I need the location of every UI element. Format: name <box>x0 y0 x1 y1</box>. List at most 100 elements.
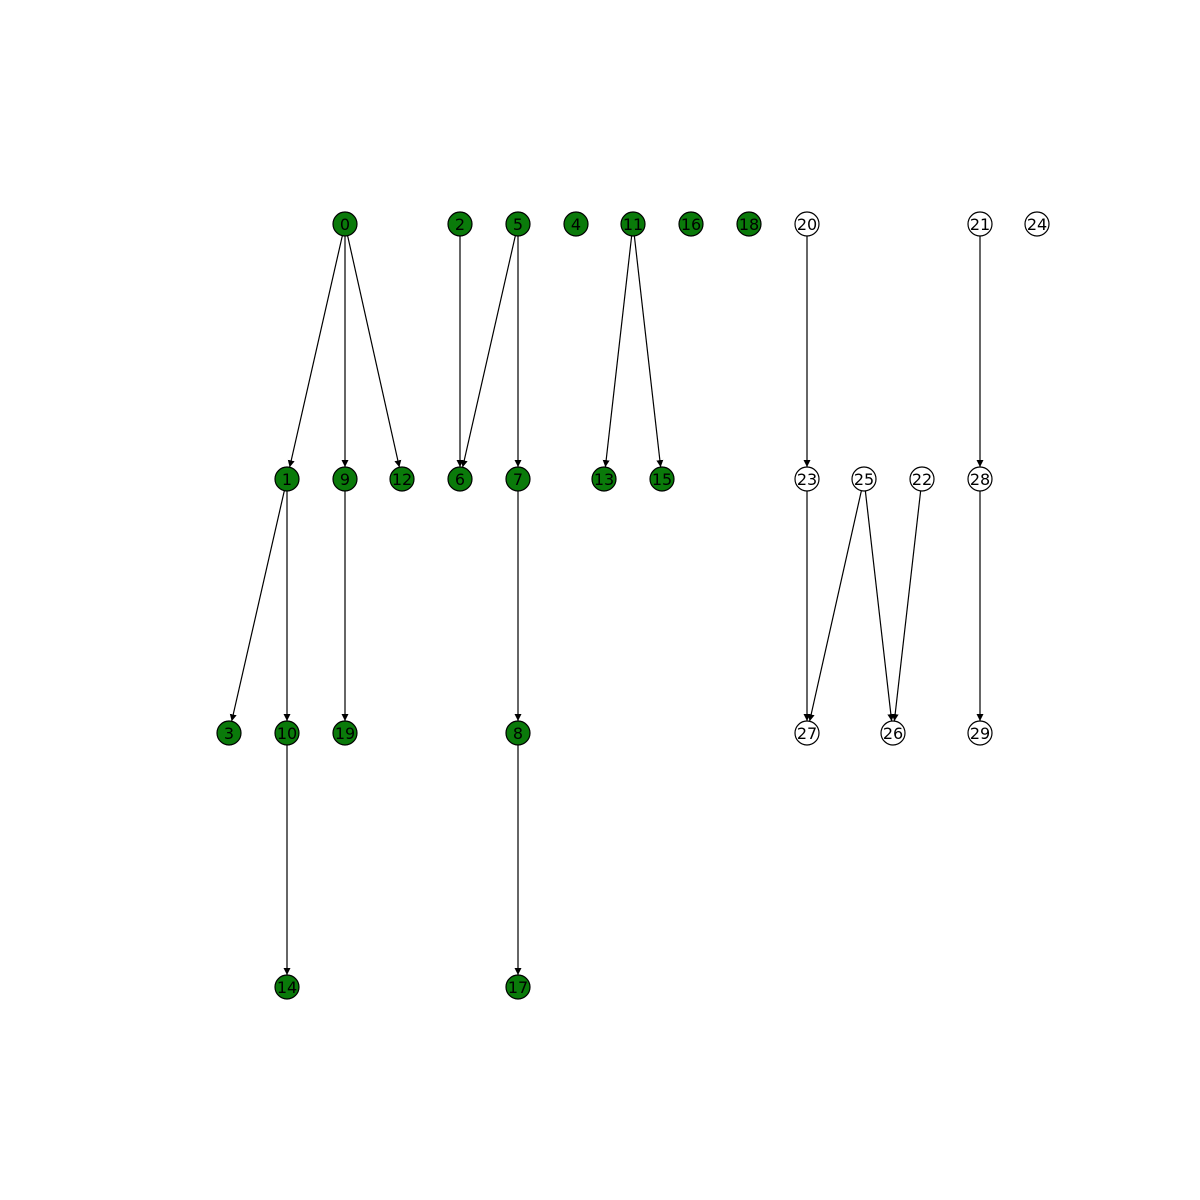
node-label-28: 28 <box>970 470 990 489</box>
node-circle-16 <box>678 211 704 237</box>
node-label-13: 13 <box>594 470 614 489</box>
node-label-0: 0 <box>340 215 350 234</box>
node-26: 26 <box>880 720 906 746</box>
node-11: 11 <box>620 211 646 237</box>
node-circle-11 <box>620 211 646 237</box>
node-label-23: 23 <box>797 470 817 489</box>
node-17: 17 <box>505 974 531 1000</box>
node-label-26: 26 <box>883 724 903 743</box>
node-label-14: 14 <box>277 978 297 997</box>
node-label-5: 5 <box>513 215 523 234</box>
node-circle-18 <box>736 211 762 237</box>
node-circle-5 <box>505 211 531 237</box>
node-27: 27 <box>794 720 820 746</box>
node-label-9: 9 <box>340 470 350 489</box>
node-label-25: 25 <box>854 470 874 489</box>
node-circle-25 <box>851 466 877 492</box>
node-circle-17 <box>505 974 531 1000</box>
node-16: 16 <box>678 211 704 237</box>
node-circle-28 <box>967 466 993 492</box>
edge-25-to-27 <box>807 490 862 722</box>
node-7: 7 <box>505 466 531 492</box>
node-15: 15 <box>649 466 675 492</box>
edges-layer <box>229 235 984 975</box>
node-12: 12 <box>389 466 415 492</box>
node-label-24: 24 <box>1027 215 1047 234</box>
node-8: 8 <box>505 720 531 746</box>
node-label-2: 2 <box>455 215 465 234</box>
node-label-11: 11 <box>623 215 643 234</box>
node-9: 9 <box>332 466 358 492</box>
edge-1-to-3 <box>229 490 285 722</box>
node-circle-23 <box>794 466 820 492</box>
node-circle-3 <box>216 720 242 746</box>
node-circle-2 <box>447 211 473 237</box>
edge-5-to-6 <box>460 235 516 468</box>
node-label-1: 1 <box>282 470 292 489</box>
node-label-27: 27 <box>797 724 817 743</box>
node-circle-6 <box>447 466 473 492</box>
node-circle-24 <box>1024 211 1050 237</box>
node-circle-22 <box>909 466 935 492</box>
edge-0-to-1 <box>287 235 343 468</box>
node-label-12: 12 <box>392 470 412 489</box>
node-label-8: 8 <box>513 724 523 743</box>
node-14: 14 <box>274 974 300 1000</box>
node-24: 24 <box>1024 211 1050 237</box>
node-6: 6 <box>447 466 473 492</box>
node-label-7: 7 <box>513 470 523 489</box>
edge-22-to-26 <box>891 490 922 722</box>
node-label-15: 15 <box>652 470 672 489</box>
node-5: 5 <box>505 211 531 237</box>
node-label-4: 4 <box>571 215 581 234</box>
node-label-21: 21 <box>970 215 990 234</box>
edge-0-to-12 <box>347 235 402 468</box>
node-circle-12 <box>389 466 415 492</box>
nodes-layer: 0 2 5 4 11 16 18 20 21 241 9 12 6 7 13 15 23 25 22 283 10 19 8… <box>216 211 1050 1000</box>
node-18: 18 <box>736 211 762 237</box>
node-circle-21 <box>967 211 993 237</box>
node-label-16: 16 <box>681 215 701 234</box>
edge-11-to-13 <box>602 235 633 468</box>
node-10: 10 <box>274 720 300 746</box>
node-circle-0 <box>332 211 358 237</box>
node-circle-1 <box>274 466 300 492</box>
node-28: 28 <box>967 466 993 492</box>
node-circle-27 <box>794 720 820 746</box>
node-circle-7 <box>505 466 531 492</box>
node-label-10: 10 <box>277 724 297 743</box>
node-label-6: 6 <box>455 470 465 489</box>
node-21: 21 <box>967 211 993 237</box>
node-19: 19 <box>332 720 358 746</box>
node-label-29: 29 <box>970 724 990 743</box>
node-circle-8 <box>505 720 531 746</box>
node-2: 2 <box>447 211 473 237</box>
node-22: 22 <box>909 466 935 492</box>
node-circle-13 <box>591 466 617 492</box>
node-23: 23 <box>794 466 820 492</box>
node-25: 25 <box>851 466 877 492</box>
node-1: 1 <box>274 466 300 492</box>
node-circle-4 <box>563 211 589 237</box>
node-label-20: 20 <box>797 215 817 234</box>
node-circle-19 <box>332 720 358 746</box>
node-label-22: 22 <box>912 470 932 489</box>
node-0: 0 <box>332 211 358 237</box>
node-20: 20 <box>794 211 820 237</box>
node-label-3: 3 <box>224 724 234 743</box>
node-4: 4 <box>563 211 589 237</box>
node-circle-14 <box>274 974 300 1000</box>
node-label-19: 19 <box>335 724 355 743</box>
node-3: 3 <box>216 720 242 746</box>
node-circle-26 <box>880 720 906 746</box>
node-circle-29 <box>967 720 993 746</box>
node-29: 29 <box>967 720 993 746</box>
node-13: 13 <box>591 466 617 492</box>
node-circle-9 <box>332 466 358 492</box>
node-circle-20 <box>794 211 820 237</box>
node-label-17: 17 <box>508 978 528 997</box>
node-circle-15 <box>649 466 675 492</box>
node-circle-10 <box>274 720 300 746</box>
edge-11-to-15 <box>633 235 664 468</box>
